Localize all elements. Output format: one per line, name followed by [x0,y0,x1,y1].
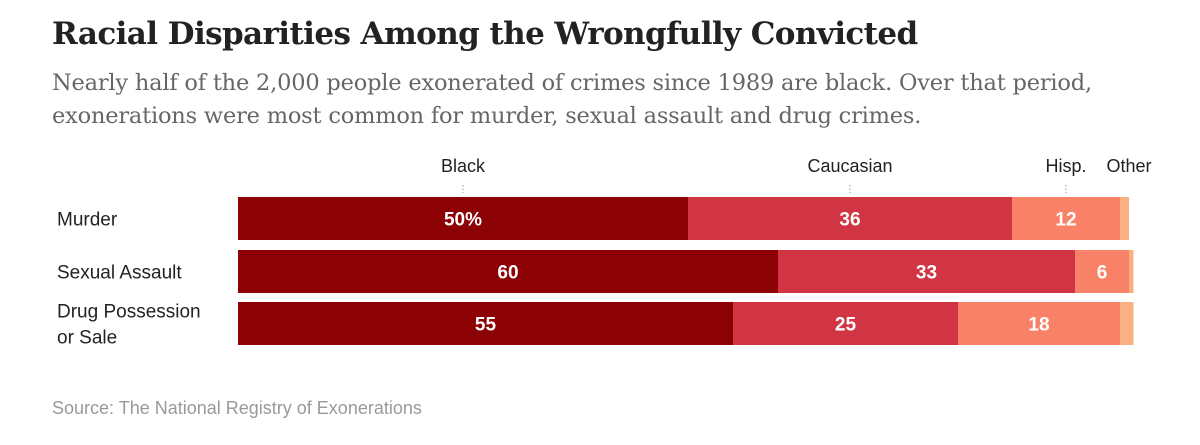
legend-label-caucasian: Caucasian [807,156,892,176]
row-label-murder: Murder [57,210,118,231]
value-label-murder-hispanic: 12 [1055,210,1076,231]
bar-sexual-assault-caucasian [778,250,1075,293]
legend-label-hispanic: Hisp. [1045,156,1086,176]
source-note: Source: The National Registry of Exonera… [52,398,422,418]
value-label-murder-caucasian: 36 [839,210,860,231]
legend-label-black: Black [441,156,486,176]
row-label-drug-possession-or-sale-line-1: Drug Possession [57,302,201,323]
value-label-sexual-assault-hispanic: 6 [1097,263,1108,284]
bar-drug-possession-or-sale-black [238,302,733,345]
bar-drug-possession-or-sale-other [1120,302,1134,345]
bar-murder-black [238,197,688,240]
bar-murder-other [1120,197,1129,240]
bar-drug-possession-or-sale-caucasian [733,302,958,345]
bar-murder-hispanic [1012,197,1120,240]
value-label-drug-possession-or-sale-hispanic: 18 [1028,315,1049,336]
value-label-sexual-assault-caucasian: 33 [916,263,937,284]
stacked-bar-chart: Black Caucasian Hisp. Other 50% 36 12 Murder 60 3… [57,156,1152,349]
chart-title: Racial Disparities Among the Wrongfully … [52,16,918,52]
row-label-drug-possession-or-sale-line-2: or Sale [57,328,117,349]
value-label-sexual-assault-black: 60 [497,263,518,284]
bar-sexual-assault-hispanic [1075,250,1129,293]
bar-murder-caucasian [688,197,1012,240]
value-label-murder-black: 50% [444,210,482,231]
bar-drug-possession-or-sale-hispanic [958,302,1120,345]
bar-sexual-assault-black [238,250,778,293]
value-label-drug-possession-or-sale-black: 55 [475,315,497,336]
row-label-sexual-assault: Sexual Assault [57,263,182,284]
chart-subtitle: Nearly half of the 2,000 people exonerat… [52,70,1092,129]
legend-label-other: Other [1106,156,1151,176]
bar-sexual-assault-other [1129,250,1134,293]
value-label-drug-possession-or-sale-caucasian: 25 [835,315,857,336]
